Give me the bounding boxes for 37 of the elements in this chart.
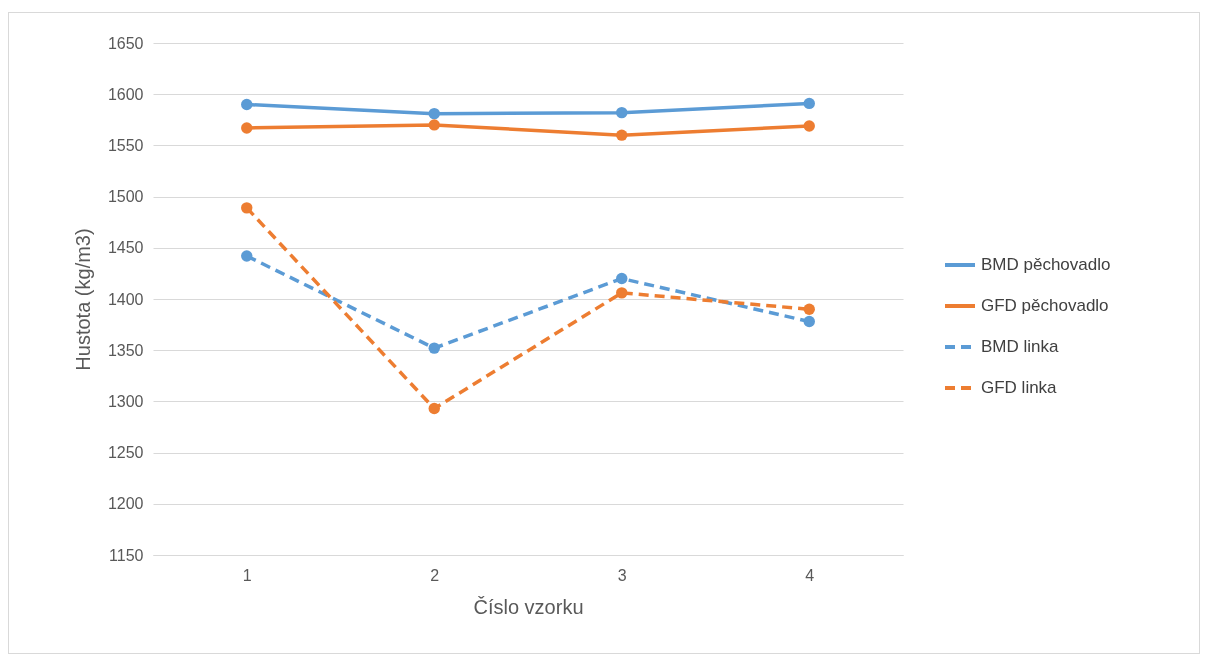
y-tick-label: 1500 [107,188,144,206]
y-tick-label: 1250 [107,444,144,462]
point [428,119,440,131]
x-axis-title: Číslo vzorku [473,595,584,618]
y-tick-label: 1400 [107,290,144,308]
point [241,250,253,262]
point [803,97,815,110]
y-tick-label: 1600 [107,85,144,103]
x-tick-label: 4 [805,566,815,584]
y-tick-label: 1550 [107,136,144,154]
legend-label: GFD pěchovadlo [981,296,1109,315]
y-tick-label: 1450 [107,239,144,257]
point [616,272,628,285]
point [428,342,440,354]
point [241,122,253,134]
y-tick-label: 1150 [109,546,144,564]
x-tick-label: 3 [617,566,627,584]
point [616,287,628,299]
point [803,120,815,132]
point [241,98,253,111]
point [803,303,815,315]
x-tick-label: 1 [242,566,252,584]
point [428,107,440,120]
legend-label: BMD linka [981,337,1060,356]
point [616,106,628,119]
x-tick-label: 2 [430,566,440,584]
y-axis-title: Hustota (kg/m3) [71,228,94,371]
y-tick-label: 1650 [107,34,144,52]
legend-label: BMD pěchovadlo [981,255,1111,274]
point [241,202,253,214]
point [803,315,815,328]
y-tick-label: 1300 [107,392,144,410]
point [428,402,440,415]
y-tick-label: 1200 [107,495,144,513]
legend-label: GFD linka [981,378,1058,397]
point [616,129,628,141]
y-tick-label: 1350 [107,341,144,359]
